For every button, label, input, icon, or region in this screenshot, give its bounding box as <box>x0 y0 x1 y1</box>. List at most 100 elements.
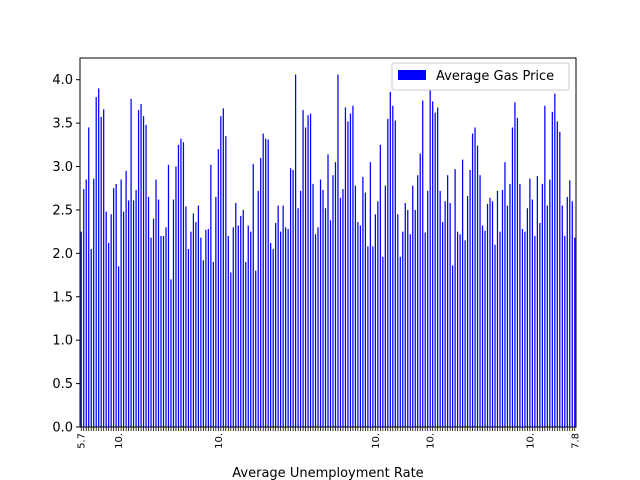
x-tick-label: 10. <box>525 433 536 449</box>
bar <box>217 149 219 427</box>
bar <box>474 127 476 428</box>
bar <box>319 179 322 427</box>
bar <box>270 242 272 427</box>
bar <box>566 196 568 427</box>
bar <box>155 179 157 427</box>
bar <box>160 235 162 427</box>
bar <box>285 227 287 427</box>
bar <box>185 206 187 427</box>
bar <box>157 199 160 427</box>
bar <box>484 230 486 427</box>
bar <box>260 157 262 427</box>
bar <box>347 121 349 427</box>
bar <box>314 234 317 427</box>
bar <box>466 196 469 427</box>
bar <box>546 205 548 427</box>
bar <box>407 209 409 427</box>
bar <box>225 136 227 427</box>
bar <box>334 162 337 427</box>
bar <box>125 170 127 427</box>
bar <box>561 205 563 427</box>
bar <box>289 168 292 427</box>
bar <box>357 222 359 427</box>
bar <box>399 256 401 427</box>
bar <box>364 192 367 427</box>
bar <box>521 229 524 427</box>
bar <box>337 74 339 427</box>
y-tick-label: 1.5 <box>52 290 73 305</box>
bar <box>88 127 90 428</box>
bar <box>481 225 484 427</box>
bar <box>182 142 185 427</box>
bar <box>147 196 150 427</box>
bar <box>118 266 120 427</box>
bar <box>574 237 576 427</box>
y-tick-label: 3.0 <box>52 160 73 175</box>
bar <box>432 101 434 427</box>
bar <box>342 189 344 427</box>
bar <box>212 262 214 427</box>
bar <box>277 205 279 427</box>
bar <box>267 139 269 428</box>
bar <box>137 110 140 427</box>
bar <box>83 189 85 427</box>
bar <box>439 190 441 427</box>
bar <box>526 208 529 427</box>
bar <box>142 116 145 428</box>
bar <box>506 205 509 427</box>
bar <box>100 117 102 427</box>
bar <box>312 183 314 427</box>
bar <box>442 222 444 427</box>
bar <box>162 235 165 427</box>
bar <box>456 231 459 427</box>
bar <box>222 108 224 428</box>
bar <box>544 105 546 427</box>
bar <box>329 220 332 427</box>
plot-frame <box>79 57 577 428</box>
bar <box>252 163 254 428</box>
bar <box>299 190 302 427</box>
bar <box>93 178 95 427</box>
bar <box>240 216 242 427</box>
bar <box>177 144 180 427</box>
bar <box>511 127 514 428</box>
bar <box>491 201 494 427</box>
bar <box>489 197 491 427</box>
bar <box>469 170 471 427</box>
bar <box>569 180 571 427</box>
bar <box>200 237 202 427</box>
bar <box>255 270 257 427</box>
bar <box>519 183 521 427</box>
bar <box>429 90 431 428</box>
bar <box>444 201 446 427</box>
bar <box>476 145 479 427</box>
bar <box>245 262 247 427</box>
x-tick-label: 10. <box>426 433 437 449</box>
bar <box>354 185 357 427</box>
bar <box>265 138 267 427</box>
bar <box>275 222 277 427</box>
bar <box>195 222 197 427</box>
bar <box>374 214 376 427</box>
bar <box>135 189 137 427</box>
bar <box>180 138 182 427</box>
bar <box>387 118 389 427</box>
bar <box>419 153 421 427</box>
bar <box>382 256 384 427</box>
bar <box>272 249 274 427</box>
bar <box>327 154 329 427</box>
bar <box>541 183 543 427</box>
bar <box>339 197 342 427</box>
bar <box>294 74 297 427</box>
bar <box>402 231 404 427</box>
bar <box>529 178 531 427</box>
x-axis-label: Average Unemployment Rate <box>232 466 423 480</box>
bar <box>120 179 122 427</box>
x-tick-label: 5.7 <box>77 433 88 449</box>
bar <box>108 242 110 427</box>
bar <box>105 211 107 427</box>
bar <box>504 162 506 427</box>
bar <box>359 225 362 427</box>
bar <box>132 200 135 427</box>
